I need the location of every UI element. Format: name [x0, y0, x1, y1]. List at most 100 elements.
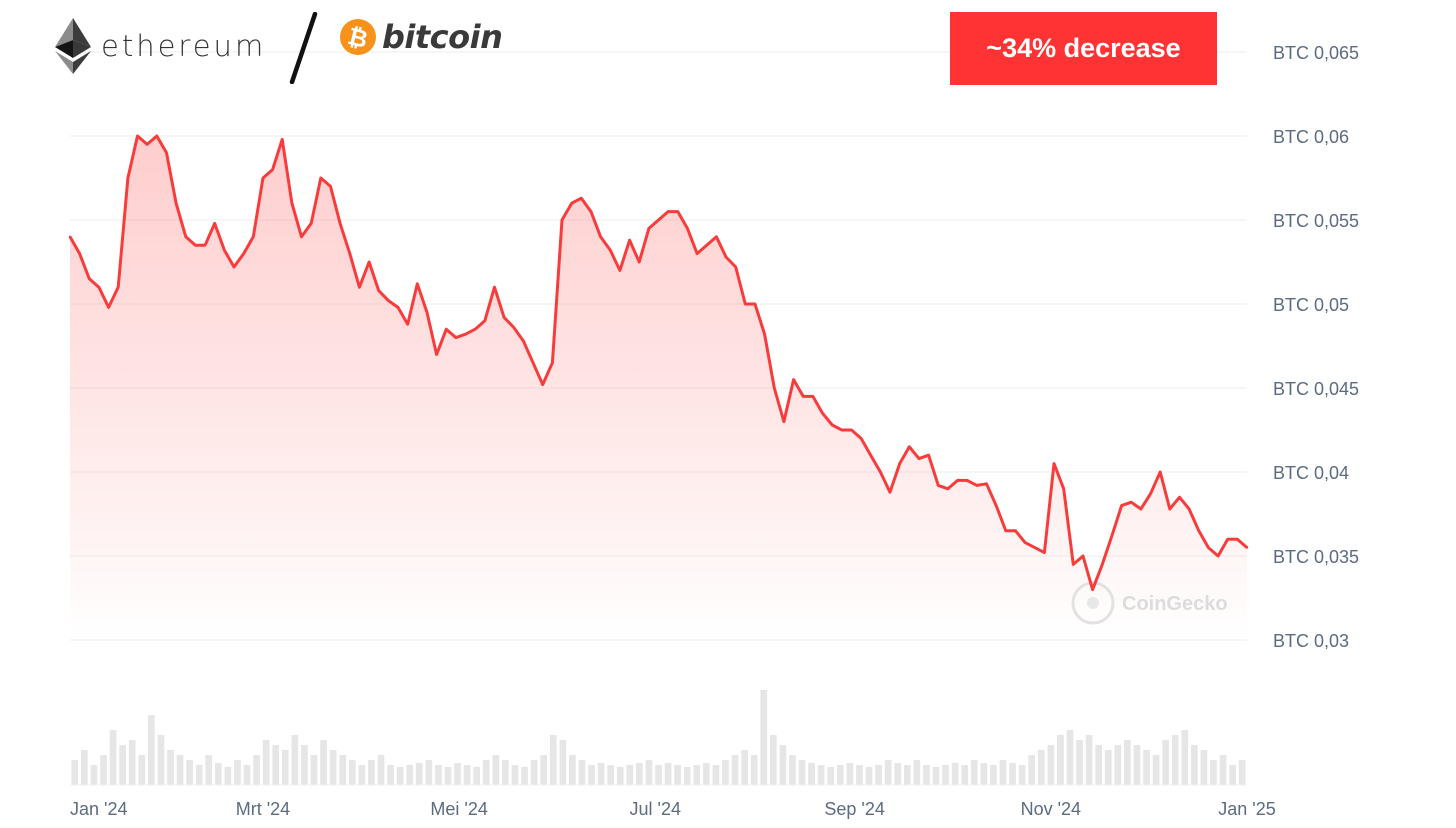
price-point	[1072, 563, 1075, 566]
volume-bar	[856, 765, 863, 785]
price-point	[261, 176, 265, 180]
volume-bar	[1018, 765, 1026, 785]
price-point	[917, 457, 921, 460]
volume-bar	[789, 755, 796, 785]
volume-bar	[234, 760, 241, 785]
volume-bar	[81, 750, 88, 785]
price-point	[145, 143, 149, 146]
volume-bar	[147, 715, 155, 785]
price-point	[464, 333, 467, 336]
volume-bar	[329, 750, 337, 785]
price-point	[194, 244, 197, 247]
volume-bar	[425, 760, 433, 785]
volume-bar	[894, 763, 902, 785]
volume-bar	[1229, 765, 1236, 785]
price-point	[1139, 507, 1143, 511]
volume-bar	[492, 755, 500, 785]
volume-bar	[655, 765, 662, 785]
y-tick-label: BTC 0,06	[1273, 127, 1349, 147]
price-point	[1245, 546, 1249, 549]
volume-bar	[1047, 745, 1055, 785]
price-point	[445, 328, 448, 331]
price-point	[695, 252, 699, 255]
price-point	[879, 470, 882, 474]
volume-bar	[358, 765, 366, 785]
price-point	[927, 454, 930, 457]
y-tick-label: BTC 0,045	[1273, 379, 1359, 399]
price-point	[869, 454, 872, 457]
price-point	[416, 282, 419, 286]
price-point	[609, 249, 612, 252]
volume-bar	[731, 755, 739, 785]
volume-bar	[798, 760, 806, 785]
y-tick-label: BTC 0,035	[1273, 547, 1359, 567]
volume-bar	[157, 735, 165, 785]
ethereum-label: ethereum	[101, 29, 267, 63]
price-point	[97, 286, 101, 289]
price-point	[1130, 501, 1133, 504]
volume-bar	[1114, 745, 1122, 785]
volume-bar	[932, 767, 940, 785]
volume-bar	[272, 745, 280, 785]
price-point	[666, 210, 670, 213]
price-point	[676, 210, 679, 213]
volume-bar	[540, 755, 548, 785]
price-point	[1033, 546, 1036, 549]
volume-bar	[1133, 745, 1141, 785]
price-point	[223, 249, 226, 252]
volume-bar	[578, 760, 586, 785]
price-point	[1236, 538, 1239, 541]
volume-bar	[875, 765, 882, 785]
volume-bar	[722, 760, 729, 785]
price-point	[560, 218, 564, 222]
price-point	[994, 504, 998, 507]
volume-bar	[253, 755, 260, 785]
price-point	[367, 260, 371, 264]
volume-bar	[884, 760, 892, 785]
price-point	[946, 487, 950, 490]
volume-bar	[444, 767, 452, 785]
volume-bar	[999, 760, 1007, 785]
volume-bar	[779, 745, 787, 785]
price-point	[338, 222, 342, 225]
volume-bar	[597, 763, 605, 785]
volume-bar	[224, 767, 232, 785]
bitcoin-label: bitcoin	[382, 18, 503, 56]
price-point	[136, 134, 139, 138]
volume-bar	[990, 765, 997, 785]
price-point	[628, 238, 631, 242]
price-point	[1216, 554, 1220, 558]
price-point	[1178, 496, 1181, 499]
volume-bar	[1076, 740, 1083, 785]
price-point	[1187, 507, 1191, 511]
x-tick-label: Nov '24	[1021, 799, 1081, 819]
price-point	[290, 202, 294, 205]
volume-bar	[521, 767, 528, 785]
bitcoin-icon: ₿	[340, 19, 376, 55]
volume-bar	[626, 765, 634, 785]
price-point	[1081, 554, 1085, 558]
volume-bar	[387, 765, 394, 785]
ethereum-icon	[55, 18, 91, 74]
price-point	[271, 168, 274, 171]
price-point	[1110, 534, 1114, 538]
price-point	[522, 339, 525, 343]
price-points	[68, 134, 1249, 591]
price-point	[174, 202, 178, 205]
volume-bar	[808, 763, 815, 785]
price-point	[1226, 538, 1229, 541]
x-tick-label: Jan '25	[1218, 799, 1275, 819]
volume-bar	[769, 735, 777, 785]
price-point	[734, 265, 737, 269]
price-point	[493, 286, 496, 289]
price-point	[618, 269, 622, 272]
price-point	[580, 196, 583, 200]
price-point	[1168, 507, 1172, 511]
volume-bar	[636, 763, 643, 785]
volume-bar	[463, 765, 471, 785]
volume-bar	[100, 755, 107, 785]
price-point	[647, 227, 651, 230]
price-point	[908, 445, 911, 448]
volume-bar	[741, 750, 748, 785]
price-point	[859, 437, 863, 440]
